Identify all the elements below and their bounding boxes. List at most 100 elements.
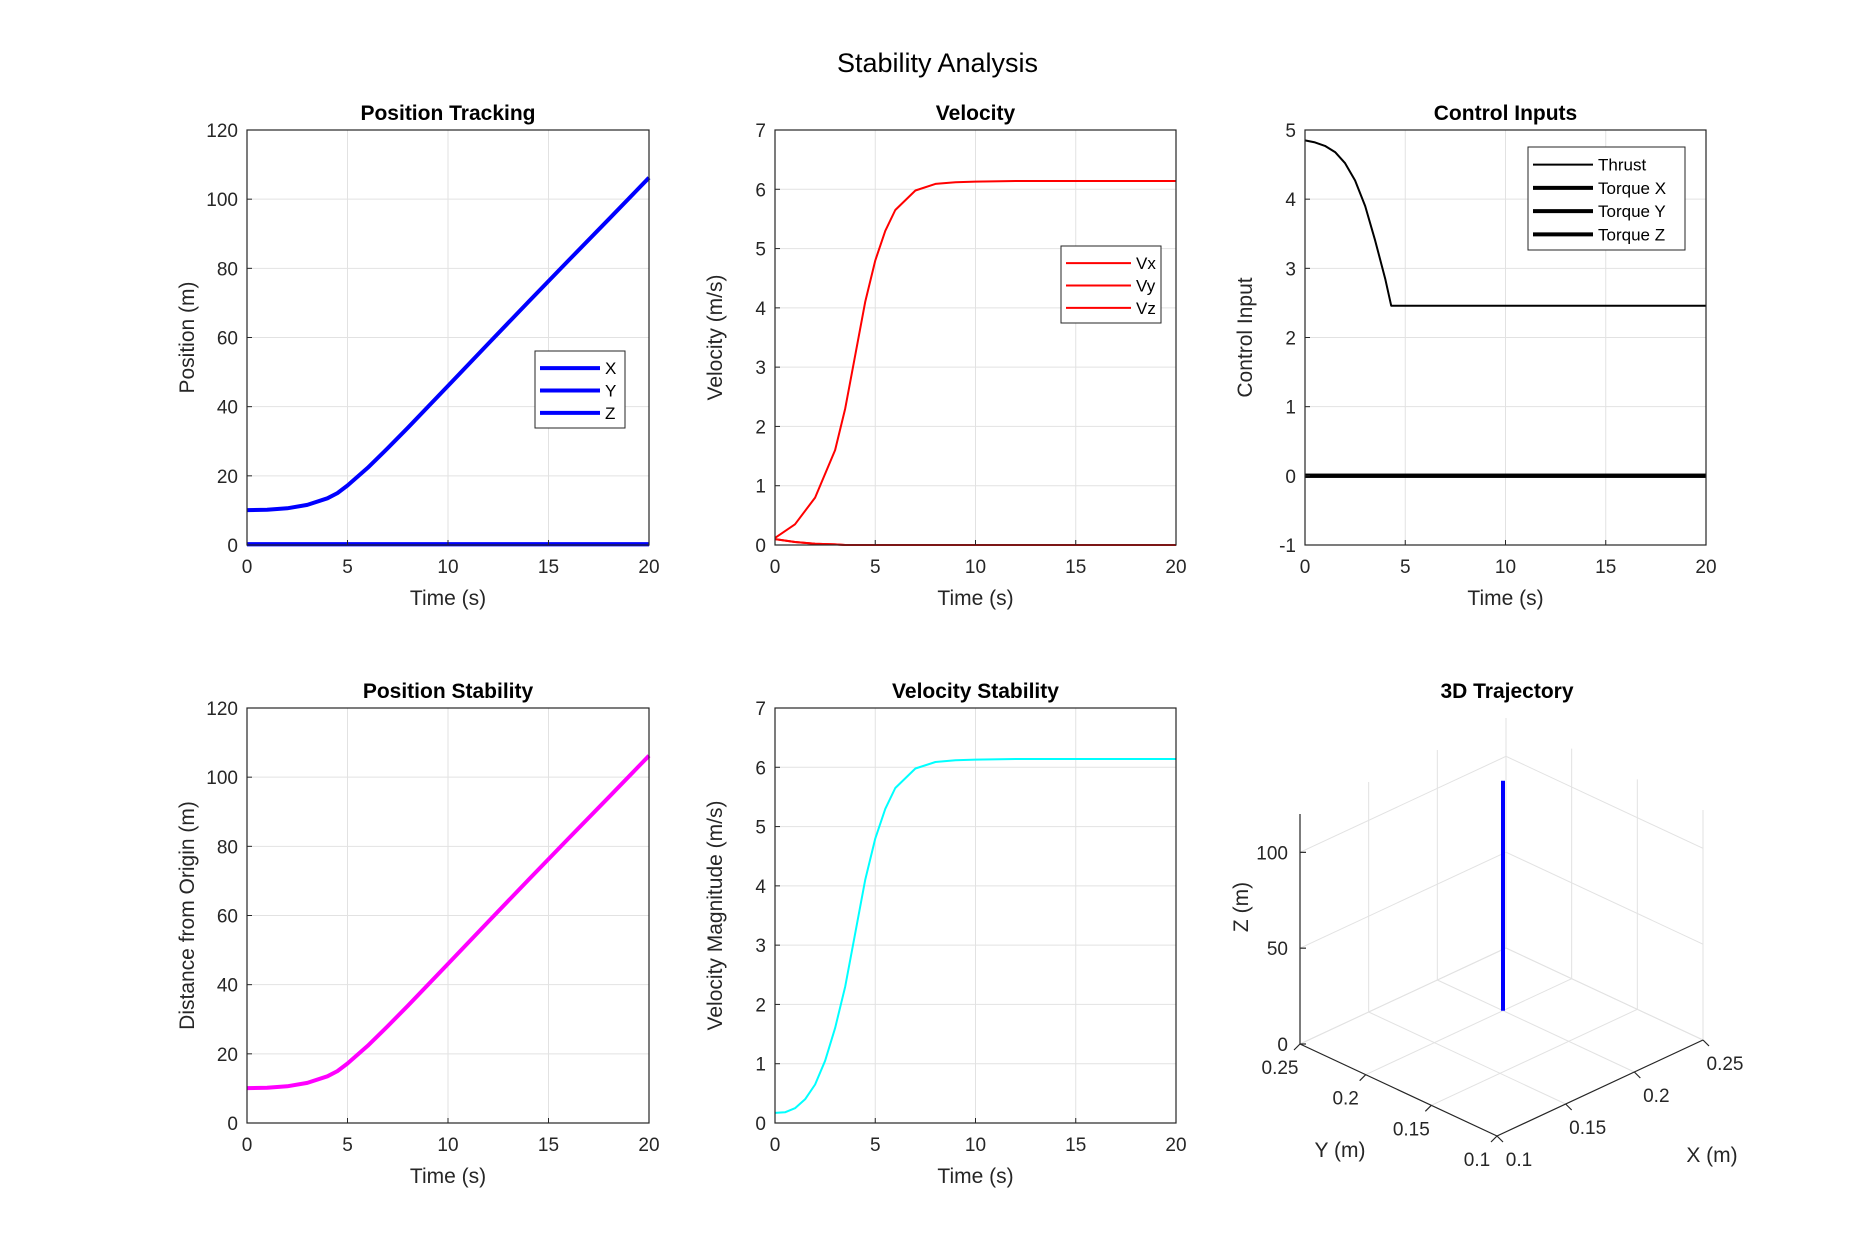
y-tick-label: 60 — [217, 329, 238, 350]
legend: Thrust Torque X Torque Y Torque Z — [1527, 146, 1686, 251]
series-line-z — [246, 176, 651, 513]
y-axis-label: Control Input — [1234, 277, 1257, 397]
y-tick-label: 40 — [217, 398, 238, 419]
x-tick-label: 5 — [870, 1135, 881, 1156]
y-tick-label: 3 — [755, 936, 766, 957]
y-axis-line — [1299, 1043, 1498, 1137]
z-tick-label: 0 — [1277, 1035, 1288, 1056]
y-tick — [1424, 1104, 1432, 1112]
legend-entry: Torque Y — [1598, 202, 1666, 221]
x-tick-label: 10 — [437, 1135, 458, 1156]
x-tick-label: 20 — [1165, 1135, 1186, 1156]
x-tick-label: 0.2 — [1643, 1086, 1669, 1107]
y-tick — [1490, 1135, 1498, 1143]
x-tick-label: 10 — [1495, 557, 1516, 578]
legend-entry: X — [605, 359, 616, 378]
chart-velocity_stability: 0 5 10 15 20 0 1 2 3 4 5 6 7 Velocity Stability Time (… — [704, 680, 1187, 1188]
x-tick-label: 0.1 — [1506, 1150, 1532, 1171]
x-tick-label: 0 — [770, 1135, 781, 1156]
gridline-floor — [1368, 1011, 1566, 1105]
x-tick-label: 10 — [437, 557, 458, 578]
chart-title: Position Tracking — [360, 102, 535, 125]
y-tick-label: 1 — [755, 1055, 766, 1076]
z-axis-label: Z (m) — [1230, 882, 1253, 932]
z-tick-label: 50 — [1267, 939, 1288, 960]
chart-title: 3D Trajectory — [1440, 680, 1573, 703]
y-tick-label: 7 — [755, 699, 766, 720]
y-tick-label: 0.1 — [1464, 1150, 1490, 1171]
legend-entry: Y — [605, 382, 616, 401]
series-line-0 — [246, 754, 651, 1091]
gridline-wall — [1299, 755, 1507, 853]
gridline-floor — [1365, 978, 1572, 1076]
x-tick — [1565, 1103, 1573, 1111]
x-tick-label: 0.15 — [1569, 1118, 1606, 1139]
x-tick-label: 15 — [538, 557, 559, 578]
y-tick-label: 0 — [1285, 467, 1296, 488]
y-tick-label: 0 — [755, 536, 766, 557]
y-tick-label: 120 — [206, 121, 238, 142]
x-tick-label: 15 — [1595, 557, 1616, 578]
gridline-floor — [1437, 979, 1635, 1073]
x-axis-label: X (m) — [1686, 1144, 1737, 1167]
x-tick-label: 5 — [342, 557, 353, 578]
x-tick-label: 20 — [1165, 557, 1186, 578]
gridline-floor — [1431, 1008, 1638, 1106]
y-tick-label: 0 — [227, 536, 238, 557]
x-tick-label: 5 — [342, 1135, 353, 1156]
chart-position_stability: 0 5 10 15 20 0 20 40 60 80 100 120 Position Stabilit… — [176, 680, 660, 1188]
x-tick — [1633, 1071, 1641, 1079]
y-tick-label: 6 — [755, 758, 766, 779]
legend: Vx Vy Vz — [1060, 245, 1162, 324]
series-line-thrust — [1304, 139, 1706, 307]
x-axis-label: Time (s) — [937, 587, 1013, 610]
x-tick-label: 15 — [1065, 557, 1086, 578]
y-axis-label: Distance from Origin (m) — [176, 801, 199, 1030]
y-tick-label: 120 — [206, 699, 238, 720]
x-tick-label: 0 — [242, 557, 253, 578]
chart-title: Velocity — [936, 102, 1016, 125]
x-tick-label: 20 — [638, 557, 659, 578]
y-tick-label: -1 — [1279, 536, 1296, 557]
x-tick-label: 10 — [965, 557, 986, 578]
series-line-0 — [774, 758, 1176, 1114]
x-tick-label: 0.25 — [1707, 1054, 1744, 1075]
y-tick-label: 20 — [217, 467, 238, 488]
x-axis-label: Time (s) — [410, 587, 486, 610]
gridline-wall — [1299, 851, 1507, 949]
y-tick-label: 1 — [1285, 398, 1296, 419]
x-tick-label: 0 — [1300, 557, 1311, 578]
series-line-vz — [774, 180, 1176, 539]
y-tick-label: 100 — [206, 190, 238, 211]
y-tick — [1359, 1074, 1367, 1082]
y-tick-label: 60 — [217, 907, 238, 928]
y-tick-label: 80 — [217, 837, 238, 858]
gridline-wall — [1299, 947, 1507, 1045]
y-tick-label: 40 — [217, 976, 238, 997]
y-tick-label: 7 — [755, 121, 766, 142]
y-tick-label: 0 — [227, 1114, 238, 1135]
x-axis-label: Time (s) — [410, 1165, 486, 1188]
x-tick — [1496, 1135, 1504, 1143]
x-tick-label: 0 — [770, 557, 781, 578]
y-tick-label: 0 — [755, 1114, 766, 1135]
y-tick-label: 20 — [217, 1045, 238, 1066]
gridline-wall — [1505, 851, 1704, 945]
figure-title: Stability Analysis — [836, 48, 1039, 78]
y-tick-label: 6 — [755, 180, 766, 201]
y-tick-label: 1 — [755, 477, 766, 498]
x-tick-label: 15 — [1065, 1135, 1086, 1156]
legend-entry: Vx — [1136, 254, 1156, 273]
y-tick-label: 3 — [1285, 259, 1296, 280]
legend-entry: Thrust — [1598, 156, 1646, 175]
chart-title: Velocity Stability — [892, 680, 1059, 703]
chart-title: Position Stability — [363, 680, 534, 703]
legend-entry: Torque X — [1598, 179, 1666, 198]
x-tick-label: 0 — [242, 1135, 253, 1156]
chart-title: Control Inputs — [1434, 102, 1577, 125]
y-tick-label: 2 — [1285, 329, 1296, 350]
